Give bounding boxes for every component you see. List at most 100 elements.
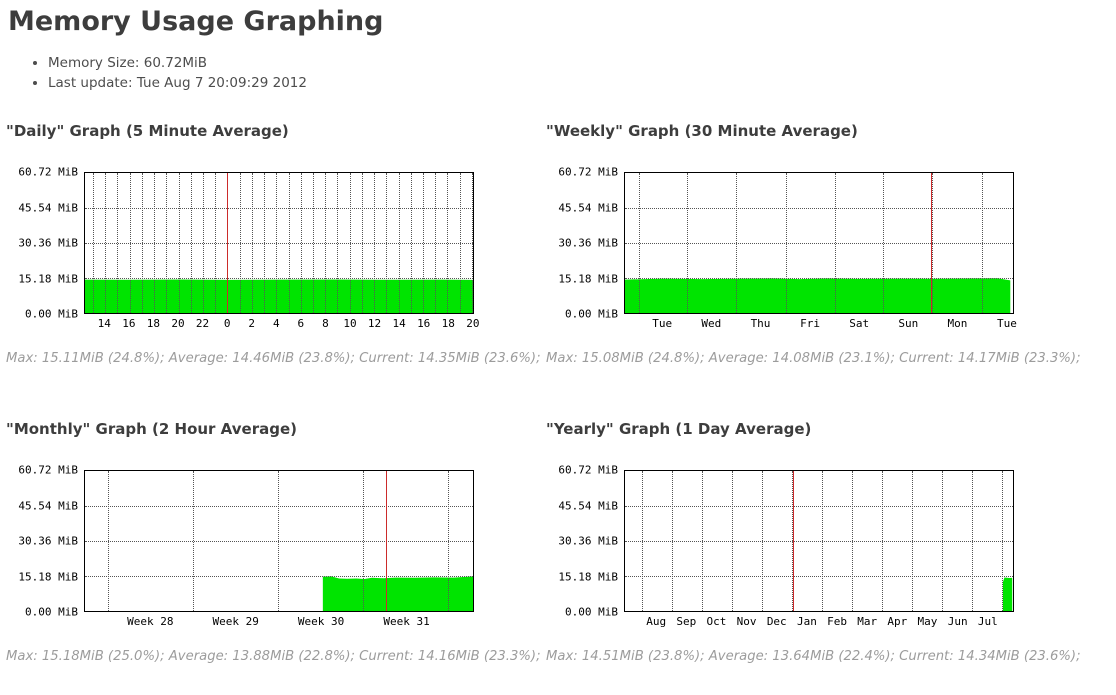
grid-line-v — [821, 471, 823, 611]
monthly-graph: 60.72 MiB 45.54 MiB 30.36 MiB 15.18 MiB 0.00… — [6, 464, 546, 630]
x-axis-label: Week 28 — [127, 615, 174, 628]
grid-line-h — [85, 243, 473, 244]
grid-line-v — [325, 173, 327, 313]
page-title: Memory Usage Graphing — [8, 6, 384, 37]
yearly-graph-heading: "Yearly" Graph (1 Day Average) — [546, 420, 812, 438]
x-axis-label: Jul — [977, 615, 998, 628]
x-axis-label: 4 — [272, 317, 280, 330]
x-axis-label: 14 — [97, 317, 111, 330]
x-axis-label: 14 — [392, 317, 406, 330]
grid-line-v — [851, 471, 853, 611]
x-axis-label: Wed — [701, 317, 722, 330]
x-axis-label: Tue — [652, 317, 673, 330]
grid-line-v — [459, 173, 461, 313]
yearly-plot-area — [624, 470, 1014, 612]
x-axis-label: 18 — [146, 317, 161, 330]
memory-used-area — [1002, 577, 1013, 611]
grid-line-v — [422, 173, 424, 313]
y-axis-label: 0.00 MiB — [25, 605, 78, 619]
weekly-plot-area — [624, 172, 1014, 314]
grid-line-v — [762, 471, 763, 611]
y-axis-label: 15.18 MiB — [558, 272, 618, 285]
x-axis-label: Sep — [676, 615, 697, 628]
x-axis-label: Tue — [997, 317, 1017, 330]
grid-line-v — [702, 471, 704, 611]
x-axis-label: Mar — [857, 615, 878, 628]
x-axis-label: Mon — [947, 317, 968, 330]
grid-line-v — [141, 173, 143, 313]
grid-line-v — [374, 173, 376, 313]
grid-line-v — [386, 173, 388, 313]
now-marker-line — [793, 471, 794, 611]
weekly-graph-heading: "Weekly" Graph (30 Minute Average) — [546, 122, 858, 140]
yearly-y-axis: 60.72 MiB 45.54 MiB 30.36 MiB 15.18 MiB 0.00… — [546, 464, 624, 619]
grid-line-h — [625, 278, 1013, 279]
grid-line-v — [971, 471, 973, 611]
grid-line-h — [85, 208, 473, 209]
grid-line-v — [736, 173, 738, 313]
y-axis-label: 0.00 MiB — [565, 307, 618, 321]
y-axis-label: 60.72 MiB — [558, 165, 618, 179]
daily-x-axis: 14 16 18 20 22 0 2 4 6 8 10 12 14 16 18 20 — [84, 314, 480, 332]
memory-area-svg — [625, 278, 1011, 313]
x-axis-label: 20 — [171, 317, 185, 330]
daily-graph-stats: Max: 15.11MiB (24.8%); Average: 14.46MiB… — [6, 351, 541, 366]
x-axis-label: 2 — [248, 317, 255, 330]
daily-plot-area — [84, 172, 474, 314]
y-axis-label: 0.00 MiB — [565, 605, 618, 619]
grid-line-v — [251, 173, 253, 313]
y-axis-label: 30.36 MiB — [558, 236, 618, 250]
grid-line-v — [732, 471, 733, 611]
x-axis-label: 16 — [122, 317, 136, 330]
grid-line-h — [625, 243, 1013, 244]
now-marker-line — [386, 471, 388, 611]
daily-graph: 60.72 MiB 45.54 MiB 30.36 MiB 15.18 MiB 0.00… — [6, 166, 546, 332]
grid-line-v — [363, 471, 365, 611]
grid-line-v — [1001, 471, 1003, 611]
monthly-graph-panel: "Monthly" Graph (2 Hour Average) 60.72 M… — [6, 420, 546, 664]
grid-line-h — [625, 506, 1013, 507]
grid-line-v — [448, 471, 450, 611]
now-marker-line — [931, 173, 933, 313]
x-axis-label: 6 — [297, 317, 305, 330]
grid-line-v — [791, 471, 793, 611]
yearly-graph: 60.72 MiB 45.54 MiB 30.36 MiB 15.18 MiB 0.00… — [546, 464, 1116, 630]
grid-line-v — [312, 173, 314, 313]
grid-line-v — [117, 173, 119, 313]
weekly-graph: 60.72 MiB 45.54 MiB 30.36 MiB 15.18 MiB 0.00… — [546, 166, 1116, 332]
x-axis-label: Nov — [736, 615, 757, 628]
grid-line-v — [642, 471, 644, 611]
grid-line-v — [941, 471, 943, 611]
grid-line-v — [447, 173, 449, 313]
y-axis-label: 30.36 MiB — [18, 236, 78, 250]
x-axis-label: 18 — [441, 317, 455, 330]
x-axis-label: Feb — [827, 615, 847, 628]
grid-line-v — [215, 173, 217, 313]
grid-line-v — [154, 173, 156, 313]
daily-graph-heading: "Daily" Graph (5 Minute Average) — [6, 122, 289, 140]
y-axis-label: 60.72 MiB — [558, 463, 618, 477]
yearly-x-axis: Aug Sep Oct Nov Dec Jan Feb Mar Apr May Jun Jul — [624, 612, 1014, 630]
monthly-graph-heading: "Monthly" Graph (2 Hour Average) — [6, 420, 297, 438]
grid-line-v — [834, 173, 836, 313]
monthly-plot-area — [84, 470, 474, 612]
x-axis-label: Sat — [849, 317, 870, 330]
grid-line-v — [193, 471, 195, 611]
grid-line-h — [625, 541, 1013, 542]
x-axis-label: 20 — [466, 317, 480, 330]
grid-line-v — [785, 173, 787, 313]
grid-line-v — [202, 173, 204, 313]
weekly-y-axis: 60.72 MiB 45.54 MiB 30.36 MiB 15.18 MiB 0.00… — [546, 166, 624, 321]
x-axis-label: Jun — [947, 615, 968, 628]
grid-line-v — [435, 173, 437, 313]
memory-area-svg — [1002, 577, 1013, 611]
y-axis-label: 15.18 MiB — [18, 570, 78, 583]
grid-line-v — [881, 471, 883, 611]
x-axis-label: 16 — [417, 317, 431, 330]
y-axis-label: 60.72 MiB — [18, 165, 78, 179]
info-list: Memory Size: 60.72MiB Last update: Tue A… — [32, 55, 1116, 92]
memory-size-item: Memory Size: 60.72MiB — [48, 55, 1116, 72]
y-axis-label: 0.00 MiB — [25, 307, 78, 321]
grid-line-v — [278, 471, 280, 611]
x-axis-label: Apr — [887, 615, 908, 628]
